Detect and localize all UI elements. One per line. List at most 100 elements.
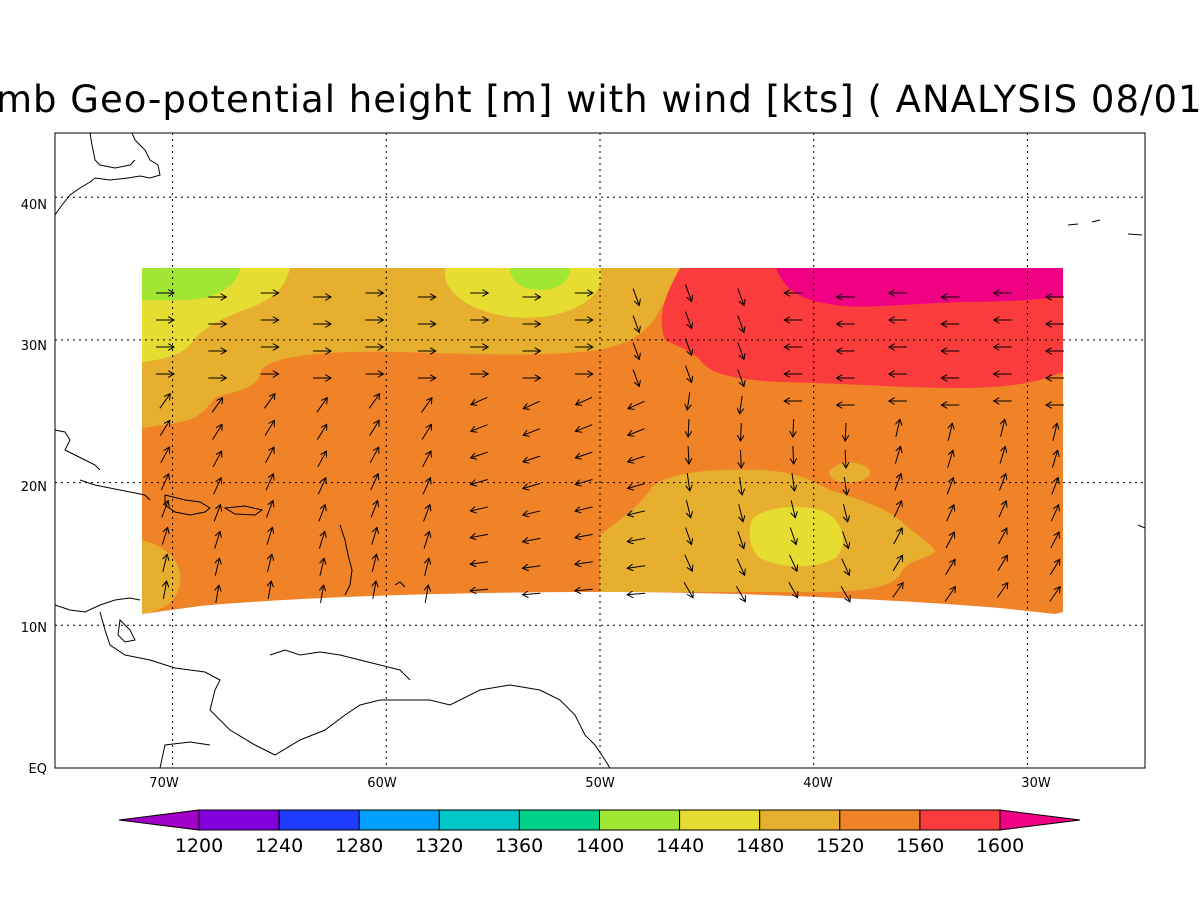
colorbar-label: 1200 bbox=[175, 835, 223, 857]
wind-arrow bbox=[421, 398, 432, 413]
wind-arrow bbox=[789, 554, 796, 571]
wind-arrow bbox=[373, 581, 376, 599]
wind-arrow bbox=[470, 589, 489, 591]
colorbar bbox=[118, 809, 1081, 831]
wind-arrow bbox=[946, 478, 953, 495]
wind-arrow bbox=[266, 527, 272, 545]
colorbar-swatch bbox=[839, 809, 921, 831]
colorbar-swatch bbox=[278, 809, 360, 831]
wind-arrow bbox=[997, 555, 1007, 571]
wind-arrow bbox=[159, 394, 170, 409]
wind-arrow bbox=[627, 593, 646, 595]
wind-arrow bbox=[523, 511, 541, 515]
wind-arrow bbox=[1051, 478, 1058, 495]
wind-arrow bbox=[575, 451, 593, 458]
height-field bbox=[142, 268, 1063, 614]
wind-arrow bbox=[684, 554, 692, 571]
wind-arrow bbox=[470, 507, 488, 511]
wind-arrow bbox=[161, 501, 168, 518]
wind-arrow bbox=[159, 420, 169, 436]
colorbar-swatch bbox=[599, 809, 681, 831]
wind-arrow bbox=[739, 504, 743, 521]
wind-arrow bbox=[840, 585, 850, 602]
wind-arrow bbox=[688, 445, 689, 464]
colorbar-label: 1240 bbox=[255, 835, 303, 857]
wind-arrow bbox=[523, 566, 541, 568]
wind-arrow bbox=[265, 474, 273, 491]
wind-arrow bbox=[893, 501, 901, 518]
wind-arrow bbox=[998, 501, 1006, 518]
wind-arrow bbox=[627, 566, 646, 568]
wind-arrow bbox=[372, 554, 376, 572]
coastlines bbox=[55, 133, 1145, 768]
wind-arrow bbox=[268, 554, 272, 572]
wind-arrow bbox=[793, 445, 794, 464]
wind-arrow bbox=[841, 558, 849, 575]
colorbar-label: 1440 bbox=[656, 835, 704, 857]
wind-arrow bbox=[737, 288, 744, 306]
wind-arrow bbox=[843, 504, 847, 521]
wind-arrow bbox=[163, 554, 167, 572]
wind-arrow bbox=[213, 505, 220, 522]
wind-arrow bbox=[684, 311, 691, 329]
wind-arrow bbox=[842, 531, 849, 548]
colorbar-label: 1280 bbox=[335, 835, 383, 857]
wind-arrow bbox=[316, 424, 326, 440]
wind-arrow bbox=[737, 315, 744, 333]
wind-arrow bbox=[628, 455, 645, 462]
wind-arrow bbox=[264, 394, 274, 409]
wind-arrow bbox=[946, 505, 954, 522]
wind-arrow bbox=[215, 558, 219, 576]
lat-tick-label: 30N bbox=[21, 339, 47, 354]
wind-arrow bbox=[423, 531, 429, 549]
wind-arrow bbox=[161, 527, 167, 545]
colorbar-label: 1400 bbox=[576, 835, 624, 857]
colorbar-label: 1320 bbox=[415, 835, 463, 857]
wind-arrow bbox=[212, 424, 222, 440]
wind-arrow bbox=[471, 424, 488, 432]
wind-arrow bbox=[371, 527, 377, 545]
wind-arrow bbox=[317, 478, 325, 495]
wind-arrow bbox=[264, 420, 274, 436]
wind-arrow bbox=[317, 451, 327, 468]
wind-arrow bbox=[575, 424, 593, 432]
wind-arrow bbox=[632, 369, 639, 387]
wind-arrow bbox=[628, 483, 645, 489]
wind-arrow bbox=[948, 423, 952, 441]
wind-arrow bbox=[576, 396, 593, 404]
wind-arrow bbox=[999, 446, 1005, 464]
wind-arrow bbox=[214, 531, 220, 549]
wind-arrow bbox=[422, 478, 430, 495]
wind-arrow bbox=[844, 477, 847, 495]
wind-arrow bbox=[523, 428, 541, 436]
colorbar-swatch bbox=[198, 809, 280, 831]
wind-arrow bbox=[575, 534, 593, 537]
wind-arrow bbox=[894, 446, 900, 464]
wind-arrow bbox=[1001, 419, 1005, 437]
wind-arrow bbox=[684, 284, 691, 302]
wind-arrow bbox=[320, 585, 323, 603]
wind-arrow bbox=[316, 398, 327, 413]
wind-arrow bbox=[893, 528, 902, 545]
lat-tick-label: 20N bbox=[21, 480, 47, 495]
wind-arrow bbox=[740, 449, 741, 468]
wind-arrow bbox=[688, 418, 689, 437]
wind-arrow bbox=[947, 450, 953, 468]
wind-arrow bbox=[628, 428, 645, 436]
wind-arrow bbox=[470, 534, 489, 537]
wind-arrow bbox=[736, 558, 744, 575]
longitude-labels: 70W 60W 50W 40W 30W bbox=[149, 776, 1051, 791]
wind-arrow bbox=[523, 538, 541, 541]
wind-arrow bbox=[998, 528, 1006, 545]
wind-arrow bbox=[845, 422, 846, 441]
wind-arrow bbox=[318, 505, 325, 522]
wind-arrow bbox=[997, 583, 1007, 598]
wind-arrow bbox=[575, 562, 593, 564]
wind-arrow bbox=[896, 419, 900, 437]
wind-arrow bbox=[740, 396, 743, 414]
wind-arrow bbox=[892, 555, 902, 571]
wind-arrow bbox=[792, 473, 795, 491]
wind-arrow bbox=[368, 394, 379, 409]
wind-arrow bbox=[213, 478, 221, 495]
